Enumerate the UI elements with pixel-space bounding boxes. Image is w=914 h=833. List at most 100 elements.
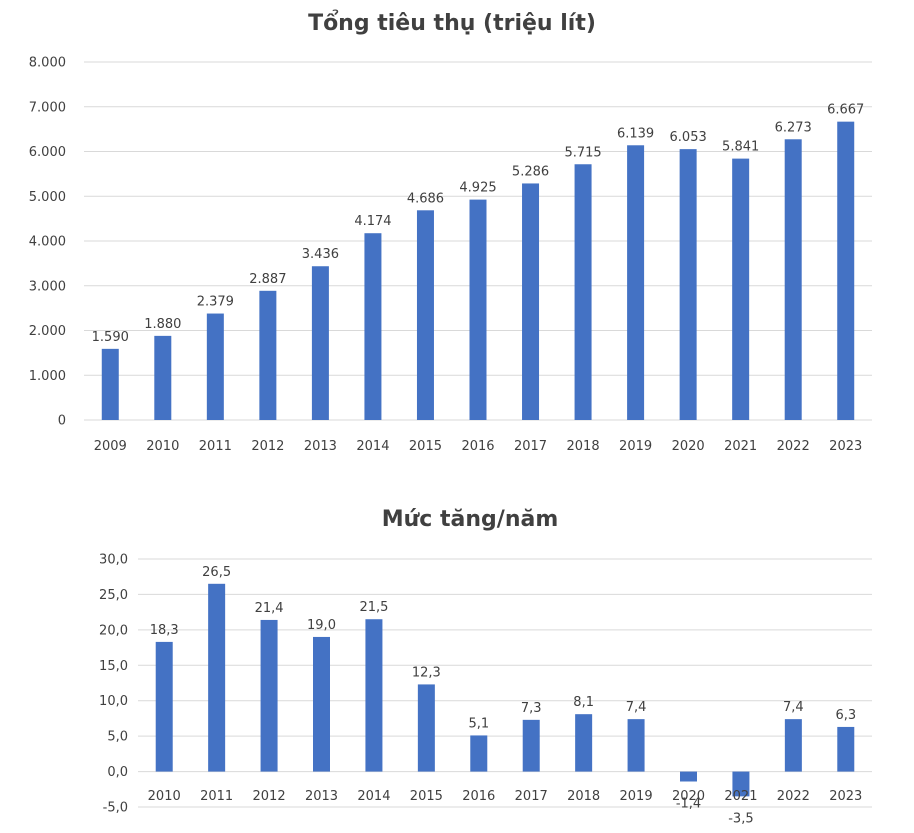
y-tick-label: 2.000 — [29, 324, 66, 339]
x-tick-label: 2014 — [356, 439, 389, 454]
data-label: 4.686 — [407, 191, 444, 206]
data-label: 6,3 — [835, 708, 856, 723]
x-tick-label: 2021 — [724, 439, 757, 454]
data-label: 5.841 — [722, 140, 759, 155]
bar — [837, 726, 855, 772]
x-tick-label: 2015 — [410, 789, 443, 804]
bar — [732, 771, 750, 797]
bar — [680, 771, 697, 782]
bar — [627, 145, 645, 420]
data-label: 2.379 — [197, 295, 234, 310]
y-tick-label: 6.000 — [29, 145, 66, 160]
x-tick-label: 2020 — [672, 789, 705, 804]
data-label: 6.139 — [617, 126, 654, 141]
data-label: 1.880 — [144, 317, 181, 332]
bar — [575, 714, 593, 772]
y-tick-label: 4.000 — [29, 235, 66, 250]
y-tick-label: 7.000 — [29, 100, 66, 115]
y-tick-label: 0,0 — [107, 765, 128, 780]
y-tick-label: 0 — [58, 414, 66, 429]
x-tick-label: 2014 — [357, 789, 390, 804]
bar — [470, 735, 488, 772]
bar — [627, 719, 645, 772]
bar — [259, 290, 277, 420]
y-tick-label: 1.000 — [29, 369, 66, 384]
bar — [311, 266, 329, 420]
bar — [574, 164, 592, 420]
bar — [208, 583, 226, 772]
data-label: 19,0 — [307, 618, 336, 633]
bar — [313, 636, 330, 772]
data-label: 7,3 — [521, 701, 542, 716]
bar — [469, 199, 487, 420]
bar — [260, 619, 278, 772]
data-label: 21,4 — [255, 601, 284, 616]
data-label: 6.053 — [670, 130, 707, 145]
x-tick-label: 2020 — [672, 439, 705, 454]
x-tick-label: 2016 — [462, 789, 495, 804]
bar — [837, 121, 855, 421]
y-tick-label: 5.000 — [29, 190, 66, 205]
data-label: -3,5 — [728, 811, 753, 826]
data-label: 5,1 — [468, 716, 489, 731]
x-tick-label: 2016 — [461, 439, 494, 454]
x-tick-label: 2018 — [567, 439, 600, 454]
data-label: 4.174 — [354, 214, 391, 229]
data-label: -1,4 — [676, 796, 701, 811]
data-label: 26,5 — [202, 565, 231, 580]
y-tick-label: 30,0 — [99, 553, 128, 568]
x-tick-label: 2018 — [567, 789, 600, 804]
data-label: 5.715 — [564, 145, 601, 160]
data-label: 7,4 — [626, 700, 647, 715]
y-tick-label: 10,0 — [99, 694, 128, 709]
x-tick-label: 2010 — [146, 439, 179, 454]
bar — [154, 335, 172, 420]
data-label: 12,3 — [412, 665, 441, 680]
bar — [364, 233, 382, 420]
bar — [522, 183, 540, 420]
data-label: 6.667 — [827, 103, 864, 118]
x-tick-label: 2011 — [200, 789, 233, 804]
x-tick-label: 2013 — [305, 789, 338, 804]
data-label: 6.273 — [775, 120, 812, 135]
x-tick-label: 2010 — [148, 789, 181, 804]
x-tick-label: 2023 — [829, 439, 862, 454]
chart-title: Tổng tiêu thụ (triệu lít) — [308, 10, 596, 36]
x-tick-label: 2011 — [199, 439, 232, 454]
data-label: 2.887 — [249, 272, 286, 287]
x-tick-label: 2019 — [619, 439, 652, 454]
bar — [206, 313, 224, 420]
x-tick-label: 2022 — [777, 789, 810, 804]
y-tick-label: 3.000 — [29, 279, 66, 294]
data-label: 4.925 — [459, 181, 496, 196]
x-tick-label: 2013 — [304, 439, 337, 454]
x-tick-label: 2012 — [251, 439, 284, 454]
bar — [417, 684, 435, 772]
bar — [416, 210, 434, 420]
x-tick-label: 2019 — [620, 789, 653, 804]
x-tick-label: 2023 — [829, 789, 862, 804]
bar — [732, 158, 750, 421]
x-tick-label: 2009 — [94, 439, 127, 454]
bar — [679, 149, 697, 421]
x-tick-label: 2015 — [409, 439, 442, 454]
y-tick-label: 15,0 — [99, 659, 128, 674]
data-label: 18,3 — [150, 623, 179, 638]
bar — [522, 719, 540, 772]
data-label: 1.590 — [92, 330, 129, 345]
bar — [101, 348, 119, 420]
chart-title: Mức tăng/năm — [382, 507, 559, 532]
data-label: 5.286 — [512, 164, 549, 179]
y-tick-label: -5,0 — [103, 801, 128, 816]
bar — [784, 139, 802, 420]
bar — [155, 641, 173, 772]
y-tick-label: 20,0 — [99, 623, 128, 638]
bar — [365, 619, 383, 772]
data-label: 3.436 — [302, 247, 339, 262]
y-tick-label: 25,0 — [99, 588, 128, 603]
consumption-chart: Tổng tiêu thụ (triệu lít) 0 1.000 2.000 3.0… — [29, 10, 872, 454]
data-label: 21,5 — [359, 600, 388, 615]
x-tick-label: 2012 — [253, 789, 286, 804]
data-label: 7,4 — [783, 700, 804, 715]
